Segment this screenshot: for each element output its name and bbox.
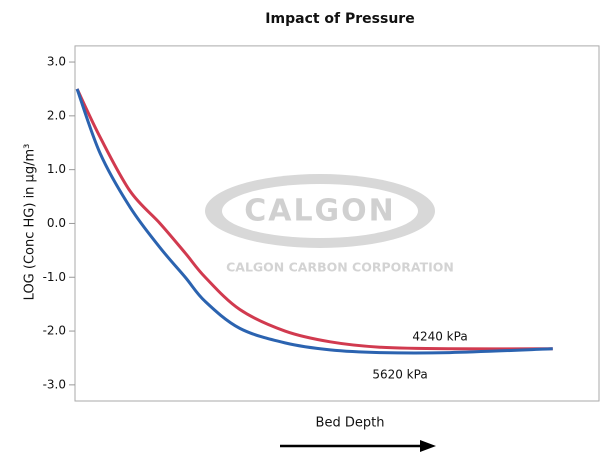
y-tick-label: -2.0 [43, 324, 66, 338]
watermark-logo: CALGON [244, 194, 396, 229]
x-arrow-head [420, 440, 436, 452]
line-series [75, 88, 553, 355]
y-tick-label: 1.0 [47, 162, 66, 176]
y-tick-label: 3.0 [47, 55, 66, 69]
y-axis-label: LOG (Conc HG) in µg/m³ [23, 144, 38, 301]
y-tick-label: 0.0 [47, 216, 66, 230]
series-label: 4240 kPa [412, 330, 467, 344]
line-series [75, 88, 553, 351]
y-tick-label: -1.0 [43, 270, 66, 284]
y-tick-label: -3.0 [43, 377, 66, 391]
watermark-company: CALGON CARBON CORPORATION [226, 260, 454, 275]
y-tick-label: 2.0 [47, 108, 66, 122]
watermark-ellipse-inner [222, 184, 418, 238]
x-axis-label: Bed Depth [316, 416, 385, 431]
series-label: 5620 kPa [372, 368, 427, 382]
chart-title: Impact of Pressure [265, 11, 414, 27]
